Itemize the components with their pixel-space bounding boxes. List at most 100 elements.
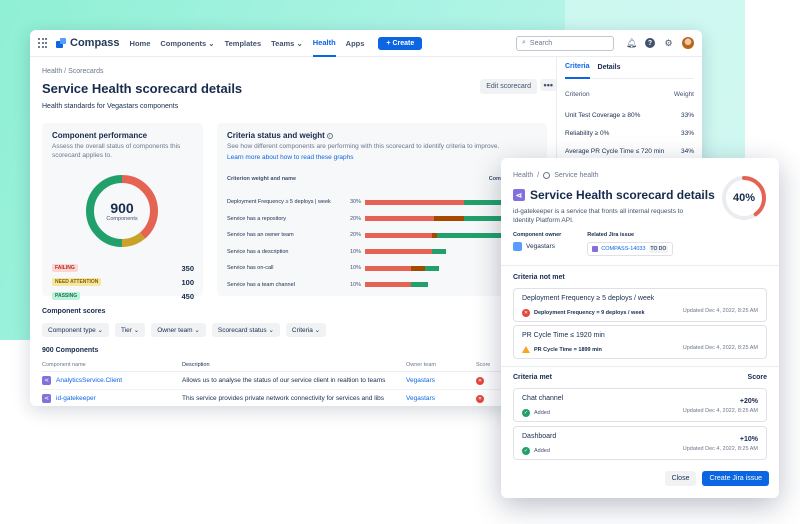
donut-center: 900 Components	[82, 171, 162, 251]
warning-icon	[522, 346, 530, 353]
criteria-name: Service has a repository	[227, 215, 286, 222]
component-name-cell: ⋖ AnalyticsService.Client	[42, 376, 182, 385]
bar-passing-segment	[437, 232, 541, 238]
description-cell: This service provides private network co…	[182, 395, 384, 402]
filter-owner-team[interactable]: Owner team ⌄	[151, 323, 206, 337]
status-row-attention[interactable]: NEED ATTENTION 100	[52, 275, 194, 289]
owner-cell[interactable]: Vegastars	[406, 377, 435, 384]
app-switcher-icon[interactable]	[38, 38, 48, 48]
criteria-bar	[365, 282, 429, 288]
modal-breadcrumb-root[interactable]: Health	[513, 172, 534, 179]
chevron-down-icon: ⌄	[312, 327, 321, 334]
create-button[interactable]: + Create	[378, 36, 423, 50]
criteria-not-met-item[interactable]: PR Cycle Time ≤ 1920 min PR Cycle Time =…	[513, 325, 767, 359]
criterion-status: ✓ Added	[522, 447, 758, 455]
side-table-header: Criterion Weight	[565, 91, 694, 98]
criteria-met-item[interactable]: Dashboard ✓ Added +10% Updated Dec 4, 202…	[513, 426, 767, 460]
breadcrumb[interactable]: Health / Scorecards	[42, 68, 104, 75]
criterion-detail: ✕ Deployment Frequency = 9 deploys / week	[522, 309, 758, 317]
component-link[interactable]: id-gatekeeper	[56, 395, 96, 402]
page-title: Service Health scorecard details	[42, 81, 243, 96]
col-owner-team[interactable]: Owner team	[406, 362, 436, 368]
check-icon: ✓	[522, 409, 530, 417]
bar-attention-segment	[410, 265, 425, 271]
table-row[interactable]: ⋖ id-gatekeeper This service provides pri…	[42, 390, 547, 406]
filter-tier[interactable]: Tier ⌄	[114, 323, 146, 337]
page-subtitle: Health standards for Vegastars component…	[42, 103, 179, 110]
help-icon[interactable]: ?	[645, 38, 655, 48]
component-link[interactable]: AnalyticsService.Client	[56, 377, 123, 384]
compass-logo[interactable]: Compass	[56, 37, 120, 49]
status-rows: FAILING 350 NEED ATTENTION 100 PASSING 4…	[52, 261, 194, 303]
col-component-name[interactable]: Component name	[42, 362, 86, 368]
breadcrumb-separator: /	[537, 172, 540, 179]
filter-component-type[interactable]: Component type ⌄	[42, 323, 109, 337]
updated-timestamp: Updated Dec 4, 2022, 8:25 AM	[682, 446, 758, 452]
criteria-row[interactable]: Service has a repository 20%	[227, 211, 547, 228]
bar-passing-segment	[424, 265, 439, 271]
criteria-not-met-item[interactable]: Deployment Frequency ≥ 5 deploys / week …	[513, 288, 767, 322]
info-icon[interactable]: i	[326, 132, 333, 139]
bar-failing-segment	[365, 199, 464, 205]
side-col-weight: Weight	[673, 91, 694, 98]
criterion-detail: PR Cycle Time = 1899 min	[522, 346, 758, 353]
nav-components-label: Components	[160, 38, 207, 48]
criterion-weight: 34%	[680, 147, 694, 155]
tab-details[interactable]: Details	[597, 64, 621, 71]
logo-text: Compass	[70, 37, 120, 49]
nav-apps[interactable]: Apps	[345, 38, 365, 48]
page-content: Health / Scorecards Service Health score…	[42, 68, 557, 403]
edit-scorecard-button[interactable]: Edit scorecard	[480, 79, 537, 94]
description-cell: Allows us to analyse the status of our s…	[182, 377, 386, 384]
tab-criteria[interactable]: Criteria	[565, 57, 590, 79]
nav-components[interactable]: Components ⌄	[160, 30, 214, 57]
criteria-row[interactable]: Service has an owner team 20%	[227, 227, 547, 244]
owner-value[interactable]: Vegastars	[513, 242, 561, 251]
component-icon: ⋖	[42, 376, 51, 385]
table-row[interactable]: ⋖ AnalyticsService.Client Allows us to an…	[42, 372, 547, 390]
col-score[interactable]: Score	[476, 362, 491, 368]
criteria-name: Deployment Frequency ≥ 5 deploys | week	[227, 199, 331, 206]
performance-title: Component performance	[52, 131, 148, 140]
owner-block: Component owner Vegastars	[513, 232, 561, 256]
close-button[interactable]: Close	[664, 471, 697, 486]
notification-bell-icon[interactable]: 🔔︎	[625, 37, 638, 48]
owner-cell[interactable]: Vegastars	[406, 395, 435, 402]
status-row-passing[interactable]: PASSING 450	[52, 289, 194, 303]
criteria-row[interactable]: Service has on-call 10%	[227, 260, 547, 277]
donut-attention-segment	[86, 175, 158, 247]
criteria-learn-more-link[interactable]: Learn more about how to read these graph…	[227, 153, 354, 161]
component-name-cell: ⋖ id-gatekeeper	[42, 394, 182, 403]
updated-timestamp: Updated Dec 4, 2022, 8:25 AM	[682, 408, 758, 414]
jira-issue-chip[interactable]: COMPASS-14033 TO DO	[587, 242, 674, 256]
criterion-score: +20%	[739, 398, 758, 405]
criteria-weight: 10%	[349, 281, 361, 288]
more-actions-button[interactable]: •••	[539, 79, 557, 91]
performance-description: Assess the overall status of components …	[52, 143, 181, 159]
filter-criteria[interactable]: Criteria ⌄	[285, 323, 327, 337]
bar-passing-segment	[431, 249, 446, 255]
nav-health[interactable]: Health	[312, 30, 336, 57]
scores-title: Component scores	[42, 308, 106, 315]
criteria-row[interactable]: Service has a team channel 10%	[227, 277, 547, 294]
nav-templates[interactable]: Templates	[224, 38, 262, 48]
component-icon: ⋖	[513, 189, 525, 201]
close-circle-icon: ✕	[476, 376, 484, 385]
updated-timestamp: Updated Dec 4, 2022, 8:25 AM	[682, 308, 758, 314]
nav-home[interactable]: Home	[129, 38, 151, 48]
component-scores: Component scores Component type ⌄ Tier ⌄…	[42, 308, 547, 406]
nav-teams[interactable]: Teams ⌄	[271, 30, 303, 57]
filter-scorecard-status[interactable]: Scorecard status ⌄	[211, 323, 280, 337]
avatar[interactable]	[682, 37, 694, 49]
col-description[interactable]: Description	[182, 362, 210, 368]
criteria-met-item[interactable]: Chat channel ✓ Added +20% Updated Dec 4, …	[513, 388, 767, 422]
create-jira-issue-button[interactable]: Create Jira issue	[702, 471, 769, 486]
criteria-row[interactable]: Deployment Frequency ≥ 5 deploys | week 3…	[227, 194, 547, 211]
search-input[interactable]: ⌕ Search	[516, 35, 614, 51]
criteria-row[interactable]: Service has a description 10%	[227, 244, 547, 261]
gear-icon[interactable]: ⚙	[664, 37, 673, 48]
chevron-down-icon: ⌄	[95, 327, 103, 334]
top-nav: Compass Home Components ⌄ Templates Team…	[30, 30, 702, 57]
status-row-failing[interactable]: FAILING 350	[52, 261, 194, 275]
modal-breadcrumb-leaf[interactable]: Service health	[554, 172, 599, 179]
